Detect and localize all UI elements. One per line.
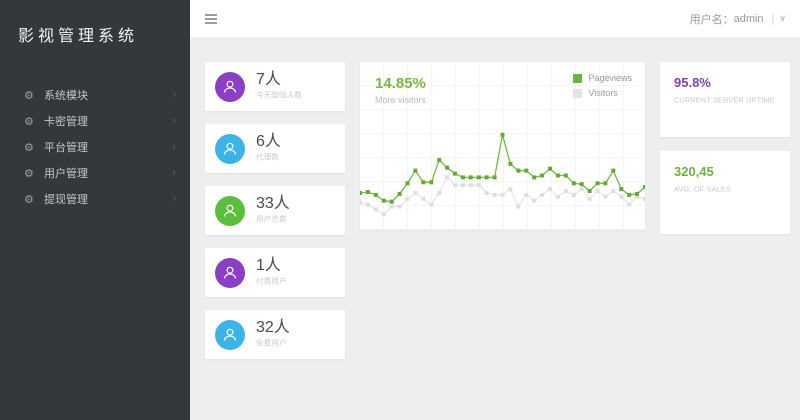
user-icon [215,257,245,288]
sidebar-item-system-module[interactable]: ⚙ 系统模块 › [0,82,190,108]
kpi-label: CURRENT SERVER UPTIME [674,96,775,104]
kpi-value: 95.8% [674,75,711,90]
kpi-card-avg-sales: 320,45 AVG. OF SALES [660,151,790,234]
sidebar-item-label: 用户管理 [44,168,88,180]
gear-icon: ⚙ [24,167,34,180]
user-dropdown[interactable]: 用户名： admin | ∨ [690,0,786,37]
kpi-value: 320,45 [674,164,714,179]
sidebar: 影视管理系统 ⚙ 系统模块 › ⚙ 卡密管理 › ⚙ 平台管理 › ⚙ 用户管理… [0,0,190,420]
stat-value: 6人 [256,133,281,150]
user-icon [215,71,245,102]
chart-headline: 14.85% [375,75,426,92]
stat-label: 今天登陆人数 [256,90,302,100]
visitors-swatch-icon [573,88,583,98]
gear-icon: ⚙ [24,141,34,154]
chevron-right-icon: › [172,167,176,179]
stat-card-total-users: 33人 用户总数 [205,186,345,235]
chevron-right-icon: › [172,89,176,101]
divider: | [771,12,775,25]
legend-item-pageviews: Pageviews [573,73,632,83]
sidebar-item-label: 提现管理 [44,194,88,206]
stat-card-agents: 6人 代理数 [205,124,345,173]
stat-card-today-logins: 7人 今天登陆人数 [205,62,345,111]
user-icon [215,195,245,226]
sidebar-item-label: 平台管理 [44,142,88,154]
legend-item-visitors: Visitors [573,88,632,98]
stat-label: 免费用户 [256,338,287,348]
pageviews-swatch-icon [573,73,583,83]
stat-value: 7人 [256,71,281,88]
username-value: admin [733,12,764,25]
chevron-right-icon: › [172,141,176,153]
gear-icon: ⚙ [24,115,34,128]
sidebar-item-platform-management[interactable]: ⚙ 平台管理 › [0,134,190,160]
sidebar-item-withdrawal-management[interactable]: ⚙ 提现管理 › [0,186,190,212]
chart-subtitle: More visitors [375,95,427,105]
kpi-card-server-uptime: 95.8% CURRENT SERVER UPTIME [660,62,790,137]
legend-label: Pageviews [588,73,632,83]
stat-label: 用户总数 [256,214,287,224]
chevron-right-icon: › [172,115,176,127]
gear-icon: ⚙ [24,89,34,102]
kpi-label: AVG. OF SALES [674,185,732,193]
chart-legend: Pageviews Visitors [573,73,632,103]
visitors-chart-card: 14.85% More visitors Pageviews Visitors [360,62,645,230]
stat-value: 32人 [256,319,290,336]
line-chart [360,132,645,217]
user-icon [215,133,245,164]
user-icon [215,319,245,350]
chevron-down-icon: ∨ [779,13,786,23]
stat-label: 付费用户 [256,276,287,286]
menu-icon[interactable] [205,14,217,26]
username-label: 用户名： [689,13,734,26]
app-title: 影视管理系统 [18,28,139,45]
stat-card-free-users: 32人 免费用户 [205,310,345,359]
sidebar-menu: ⚙ 系统模块 › ⚙ 卡密管理 › ⚙ 平台管理 › ⚙ 用户管理 › ⚙ 提现… [0,82,190,212]
sidebar-item-label: 系统模块 [44,90,88,102]
topbar: 用户名： admin | ∨ [190,0,800,37]
sidebar-item-user-management[interactable]: ⚙ 用户管理 › [0,160,190,186]
legend-label: Visitors [588,88,618,98]
stat-value: 1人 [256,257,281,274]
stat-card-paid-users: 1人 付费用户 [205,248,345,297]
sidebar-item-card-key-management[interactable]: ⚙ 卡密管理 › [0,108,190,134]
stat-value: 33人 [256,195,290,212]
stat-label: 代理数 [256,152,279,162]
chevron-right-icon: › [172,193,176,205]
gear-icon: ⚙ [24,193,34,206]
sidebar-item-label: 卡密管理 [44,116,88,128]
